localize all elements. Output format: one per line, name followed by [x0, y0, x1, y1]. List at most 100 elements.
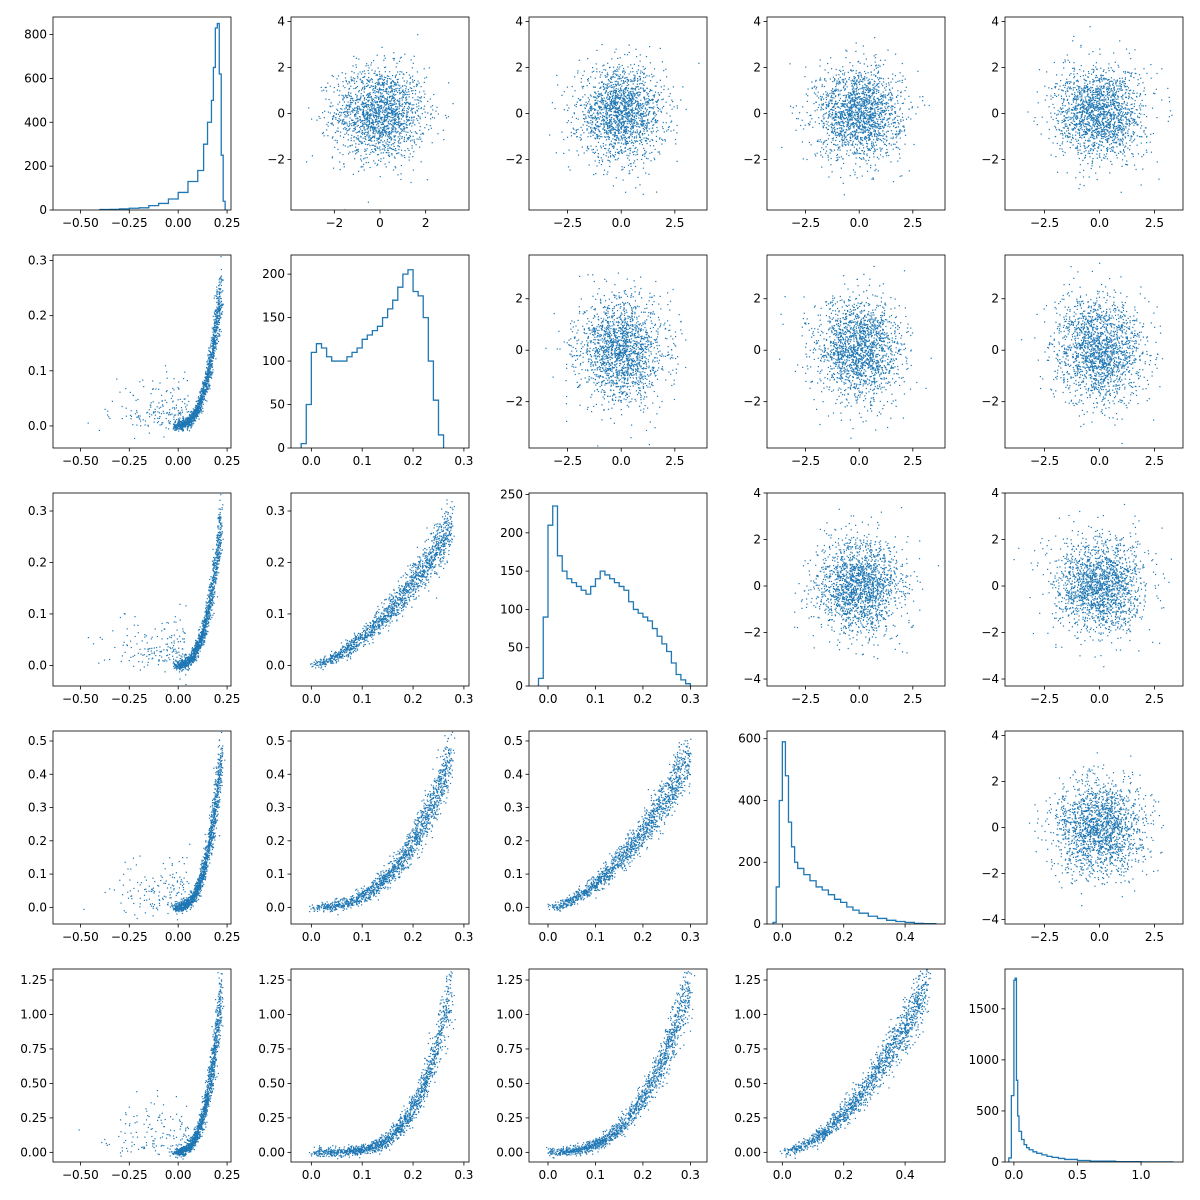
- plot-area: [306, 34, 454, 210]
- scatter-point: [635, 121, 637, 123]
- scatter-point: [589, 109, 591, 111]
- scatter-point: [882, 78, 884, 80]
- scatter-point: [610, 118, 612, 120]
- scatter-point: [842, 120, 844, 122]
- scatter-point: [816, 95, 818, 97]
- scatter-point: [833, 117, 835, 120]
- scatter-point: [362, 102, 364, 104]
- scatter-point: [360, 108, 362, 110]
- scatter-point: [386, 80, 388, 82]
- scatter-point: [369, 128, 371, 130]
- scatter-point: [400, 123, 402, 125]
- scatter-point: [604, 75, 606, 77]
- scatter-point: [897, 119, 899, 121]
- scatter-point: [617, 75, 619, 77]
- x-tick-label: 0: [376, 216, 384, 230]
- scatter-point: [402, 96, 404, 98]
- scatter-point: [886, 139, 888, 141]
- scatter-point: [612, 155, 615, 157]
- scatter-point: [351, 79, 353, 81]
- scatter-point: [619, 109, 621, 111]
- scatter-point: [398, 88, 400, 90]
- scatter-point: [621, 152, 623, 154]
- scatter-point: [624, 105, 626, 107]
- scatter-point: [833, 125, 835, 127]
- scatter-point: [853, 91, 855, 93]
- scatter-point: [611, 86, 613, 88]
- scatter-point: [627, 66, 629, 68]
- scatter-point: [629, 109, 631, 111]
- scatter-point: [623, 120, 625, 122]
- scatter-point: [625, 80, 627, 82]
- scatter-point: [346, 132, 348, 134]
- scatter-point: [598, 106, 600, 108]
- scatter-point: [341, 108, 343, 110]
- scatter-point: [642, 123, 644, 125]
- scatter-point: [406, 107, 408, 109]
- scatter-point: [627, 148, 629, 151]
- scatter-point: [835, 139, 837, 142]
- scatter-point: [646, 87, 648, 89]
- scatter-point: [873, 69, 875, 71]
- scatter-point: [850, 119, 852, 121]
- scatter-point: [828, 114, 830, 116]
- scatter-point: [669, 104, 671, 106]
- scatter-point: [656, 126, 658, 129]
- scatter-point: [389, 133, 391, 135]
- scatter-point: [624, 108, 626, 110]
- scatter-point: [387, 133, 389, 135]
- scatter-point: [845, 109, 847, 111]
- scatter-point: [383, 130, 385, 132]
- scatter-point: [859, 88, 861, 90]
- scatter-point: [623, 91, 625, 93]
- scatter-point: [388, 93, 390, 95]
- scatter-point: [830, 157, 832, 160]
- scatter-point: [832, 132, 834, 134]
- scatter-point: [606, 114, 608, 116]
- scatter-point: [826, 132, 828, 134]
- scatter-point: [320, 86, 322, 88]
- scatter-point: [386, 99, 388, 101]
- scatter-point: [877, 70, 880, 72]
- scatter-point: [618, 63, 620, 66]
- scatter-point: [448, 82, 450, 84]
- scatter-point: [855, 163, 857, 165]
- scatter-point: [611, 126, 613, 128]
- scatter-point: [382, 152, 384, 154]
- scatter-point: [357, 99, 359, 101]
- scatter-point: [613, 66, 615, 68]
- scatter-point: [666, 112, 668, 114]
- scatter-point: [870, 90, 872, 92]
- scatter-point: [324, 86, 326, 89]
- scatter-point: [817, 91, 819, 93]
- scatter-point: [372, 103, 374, 105]
- scatter-point: [397, 84, 400, 86]
- scatter-point: [348, 129, 350, 131]
- scatter-point: [378, 82, 380, 84]
- scatter-point: [405, 127, 408, 129]
- scatter-point: [860, 143, 862, 145]
- scatter-point: [867, 114, 869, 116]
- scatter-point: [416, 99, 418, 101]
- scatter-point: [648, 122, 650, 124]
- scatter-point: [882, 94, 885, 96]
- scatter-point: [848, 102, 850, 104]
- scatter-point: [411, 67, 413, 69]
- scatter-point: [338, 85, 340, 87]
- scatter-point: [331, 74, 333, 77]
- scatter-point: [605, 144, 607, 146]
- scatter-point: [420, 107, 422, 110]
- scatter-point: [400, 164, 402, 167]
- scatter-point: [395, 128, 397, 130]
- scatter-point: [605, 122, 607, 124]
- scatter-point: [878, 108, 880, 110]
- scatter-point: [885, 140, 888, 142]
- scatter-point: [628, 103, 630, 105]
- scatter-point: [368, 67, 370, 69]
- scatter-point: [382, 116, 384, 118]
- scatter-point: [385, 88, 387, 91]
- scatter-point: [602, 142, 604, 145]
- scatter-point: [609, 110, 611, 112]
- scatter-point: [662, 139, 664, 141]
- scatter-point: [873, 153, 875, 155]
